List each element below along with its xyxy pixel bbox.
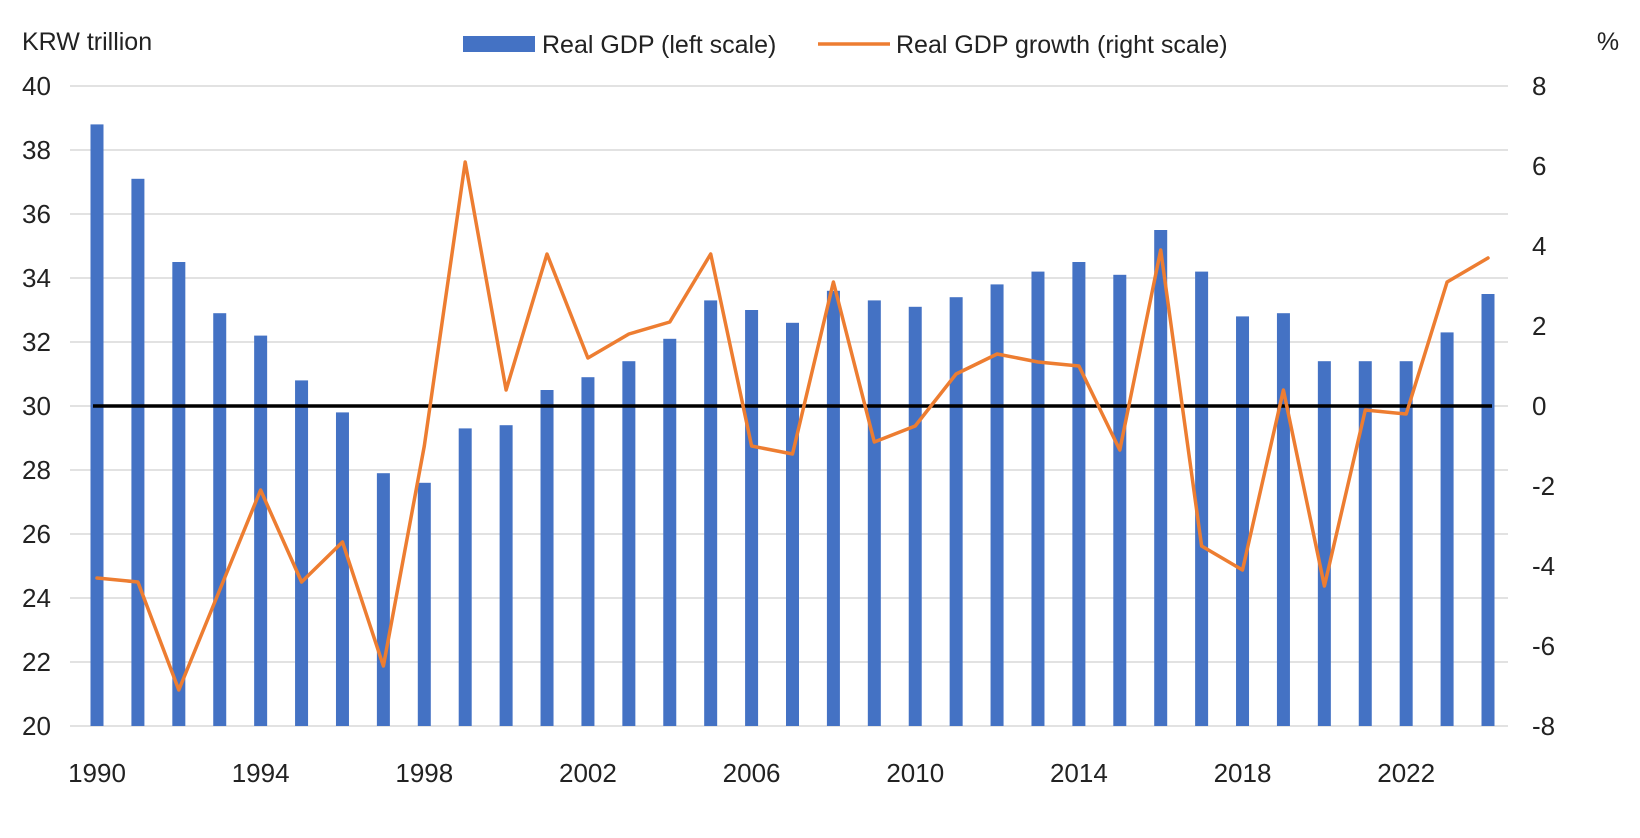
bar-2023 [1440, 332, 1454, 726]
legend: Real GDP (left scale) Real GDP growth (r… [463, 31, 1228, 59]
real-gdp-growth-series [95, 160, 1490, 692]
left-tick-20: 20 [22, 711, 51, 741]
left-tick-24: 24 [22, 583, 51, 613]
bar-2010 [908, 306, 922, 726]
left-tick-40: 40 [22, 71, 51, 101]
bar-2007 [786, 322, 799, 726]
left-tick-28: 28 [22, 455, 51, 485]
right-tick-6: 6 [1532, 151, 1546, 181]
bar-2018 [1236, 316, 1250, 726]
bar-1999 [458, 428, 472, 726]
bar-2011 [949, 297, 963, 726]
bar-2012 [990, 284, 1004, 726]
left-tick-30: 30 [22, 391, 51, 421]
bar-1990 [90, 124, 104, 726]
x-tick-2010: 2010 [886, 758, 944, 788]
left-tick-36: 36 [22, 199, 51, 229]
bar-1997 [376, 473, 390, 726]
bar-2003 [622, 361, 636, 726]
bar-2006 [745, 310, 759, 726]
left-axis-unit-label: KRW trillion [22, 28, 152, 56]
bar-2019 [1276, 313, 1290, 726]
bar-2020 [1317, 361, 1331, 726]
x-tick-1998: 1998 [395, 758, 453, 788]
bar-1996 [335, 412, 349, 726]
legend-line-label: Real GDP growth (right scale) [896, 31, 1228, 59]
x-tick-2018: 2018 [1214, 758, 1272, 788]
bar-1995 [295, 380, 309, 726]
right-tick--2: -2 [1532, 471, 1555, 501]
bar-2002 [581, 377, 595, 726]
bar-2013 [1031, 271, 1045, 726]
bar-2001 [540, 390, 554, 726]
left-tick-26: 26 [22, 519, 51, 549]
right-tick--6: -6 [1532, 631, 1555, 661]
x-tick-2014: 2014 [1050, 758, 1108, 788]
bar-2005 [704, 300, 718, 726]
left-axis-tick-labels: 40 38 36 34 32 30 28 26 24 22 20 [22, 71, 51, 741]
right-tick-4: 4 [1532, 231, 1546, 261]
right-tick--8: -8 [1532, 711, 1555, 741]
x-tick-2006: 2006 [723, 758, 781, 788]
bar-2000 [499, 425, 513, 726]
bar-1992 [172, 262, 186, 726]
x-axis-tick-labels: 1990 1994 1998 2002 2006 2010 2014 2018 2022 [68, 758, 1435, 788]
right-axis-tick-labels: 8 6 4 2 0 -2 -4 -6 -8 [1532, 71, 1555, 741]
bar-2024 [1481, 294, 1495, 726]
bar-2009 [867, 300, 881, 726]
bar-2008 [826, 290, 840, 726]
bar-1993 [213, 313, 227, 726]
bar-1991 [131, 178, 145, 727]
x-tick-2022: 2022 [1377, 758, 1435, 788]
left-tick-32: 32 [22, 327, 51, 357]
bar-2021 [1358, 361, 1372, 726]
bar-2004 [663, 338, 677, 726]
right-tick-0: 0 [1532, 391, 1546, 421]
bar-2015 [1113, 274, 1127, 726]
right-tick--4: -4 [1532, 551, 1555, 581]
legend-bar-swatch [463, 36, 535, 52]
left-tick-22: 22 [22, 647, 51, 677]
left-tick-34: 34 [22, 263, 51, 293]
legend-bar-label: Real GDP (left scale) [542, 31, 776, 59]
right-tick-2: 2 [1532, 311, 1546, 341]
bar-1998 [417, 482, 431, 726]
bar-2014 [1072, 262, 1086, 726]
bar-2016 [1154, 230, 1168, 726]
bar-2022 [1399, 361, 1413, 726]
x-tick-1994: 1994 [232, 758, 290, 788]
right-axis-unit-label: % [1597, 28, 1619, 56]
right-tick-8: 8 [1532, 71, 1546, 101]
x-tick-2002: 2002 [559, 758, 617, 788]
bar-1994 [254, 335, 268, 726]
left-tick-38: 38 [22, 135, 51, 165]
x-tick-1990: 1990 [68, 758, 126, 788]
bar-2017 [1195, 271, 1209, 726]
